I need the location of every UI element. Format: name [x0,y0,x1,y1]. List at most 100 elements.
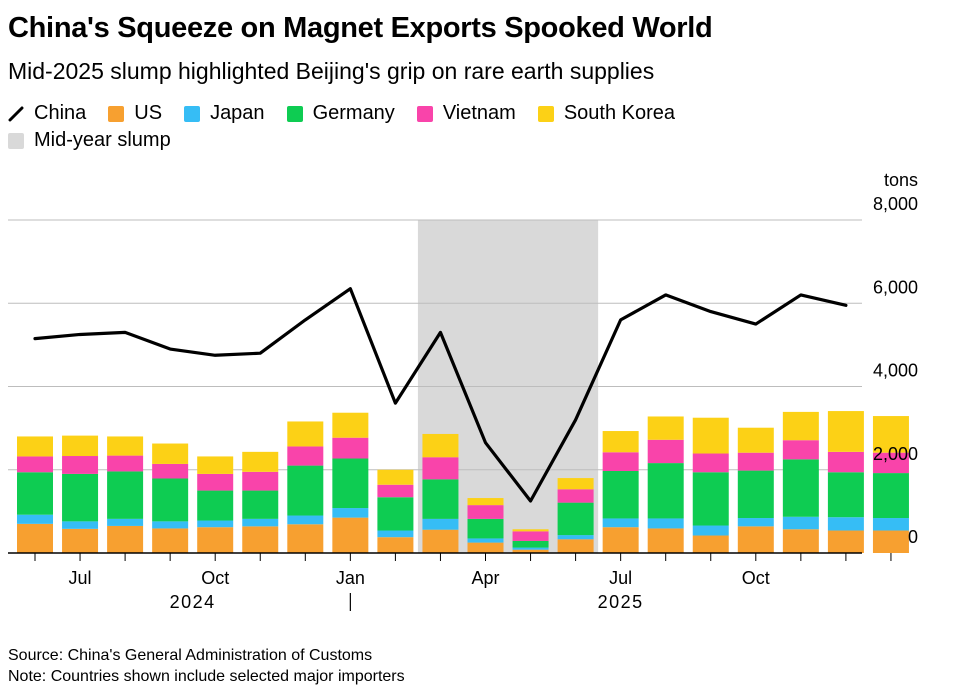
bar-segment [827,451,864,473]
bar-segment [242,518,279,527]
source-note: Source: China's General Administration o… [8,647,373,664]
bar-segment [692,525,729,536]
bar-segment [692,453,729,473]
bar-segment [152,463,189,479]
bar-segment [647,463,684,519]
bar-segment [287,421,324,447]
bar-segment [872,518,909,531]
bar-segment [62,435,99,457]
bar-segment [602,527,639,553]
bar-segment [62,528,99,553]
bar-segment [737,427,774,453]
bar-segment [647,416,684,440]
bar-segment [872,416,909,453]
bar-segment [287,465,324,516]
bar-segment [17,456,53,473]
bar-segment [17,523,53,553]
bar-segment [287,515,324,525]
bar-segment [422,433,459,458]
bar-segment [17,514,53,524]
bar-segment [242,471,279,491]
bar-segment [152,521,189,529]
bar-segment [737,470,774,519]
y-tick-label: 0 [908,527,918,547]
chart-plot: tons 0 2,000 4,000 6,000 8,000 Jul Oct Jan Apr Jul… [8,170,918,612]
bar-segment [827,411,864,452]
y-tick-label: 8,000 [873,194,918,214]
bar-segment [602,431,639,453]
bar-segment [602,470,639,519]
legend-label: Germany [312,102,395,124]
x-tick-label: Oct [201,568,229,588]
x-tick-label: Apr [471,568,499,588]
bar-segment [557,478,594,490]
bar-segment [422,457,459,480]
bar-segment [197,473,234,491]
bar-segment [17,472,53,515]
bar-segment [782,516,819,530]
bar-segment [287,446,324,466]
bar-segment [737,526,774,553]
bar-segment [332,412,369,438]
bar-segment [557,535,594,540]
bar-segment [332,508,369,518]
bar-segment [62,473,99,522]
bar-segment [827,530,864,553]
bar-segment [62,521,99,529]
footnote: Note: Countries shown include selected m… [8,668,405,685]
legend-row-2: Mid-year slump [8,127,908,154]
legend-swatch [108,105,125,122]
bar-segment [422,529,459,553]
legend-item-china: China [8,102,86,125]
bar-segment [17,436,53,457]
y-tick-label: 6,000 [873,277,918,297]
bar-segment [467,505,504,519]
bar-segment [872,452,909,474]
bar-segment [377,537,414,553]
legend-row-1: China US Japan Germany Vietnam South Kor… [8,100,908,127]
legend-label: Mid-year slump [34,129,171,151]
x-tick-label: Jul [609,568,632,588]
line-swatch-icon [8,106,24,121]
bar-segment [602,452,639,471]
bar-segment [872,473,909,519]
bar-segment [197,527,234,553]
legend-swatch [184,105,201,122]
bar-segment [827,472,864,518]
legend-item-germany: Germany [286,102,395,125]
bar-segment [557,539,594,553]
bar-segment [692,472,729,526]
bar-segment [737,452,774,471]
year-label: 2024 [170,592,216,612]
bar-segment [467,518,504,539]
bar-segment [782,411,819,441]
bar-segment [692,535,729,553]
legend-item-vietnam: Vietnam [416,102,516,125]
bar-segment [377,484,414,498]
year-label: 2025 [598,592,644,612]
bar-segment [152,478,189,522]
bar-segment [242,490,279,519]
bar-segment [107,518,144,526]
bar-segment [647,439,684,464]
legend-item-japan: Japan [184,102,265,125]
legend-label: China [34,102,87,124]
bar-segment [647,518,684,529]
bar-segment [782,529,819,553]
bar-segment [332,458,369,509]
bar-segment [512,531,549,541]
bar-segment [467,538,504,543]
bar-segment [737,518,774,527]
bar-segment [872,530,909,553]
legend-label: US [134,102,163,124]
legend-item-south-korea: South Korea [537,102,675,125]
bar-segment [557,489,594,503]
bar-segment [107,436,144,456]
bar-segment [512,549,549,553]
bar-segment [512,547,549,550]
bar-segment [512,529,549,532]
chart-title: China's Squeeze on Magnet Exports Spooke… [8,12,713,44]
bar-segment [377,530,414,538]
line-china [33,287,848,503]
y-tick-label: 4,000 [873,361,918,381]
